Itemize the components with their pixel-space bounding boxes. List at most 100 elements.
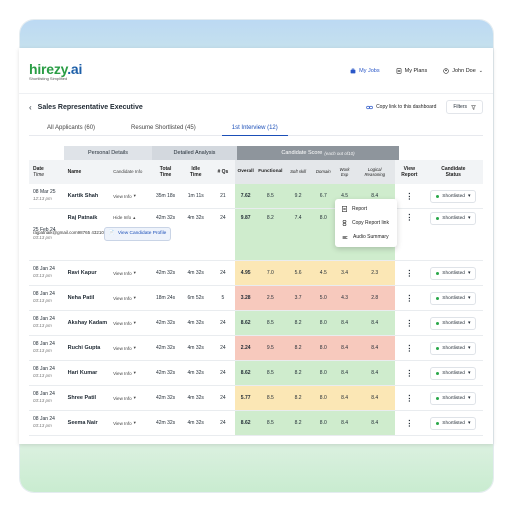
- nav-my-plans[interactable]: My Plans: [396, 68, 427, 74]
- candidate-contact-details: rajpatnaik@gmail.com 98765 43210 📄 View Can…: [33, 224, 172, 241]
- col-date[interactable]: Date Time: [33, 166, 45, 178]
- status-dropdown[interactable]: Shortlisted ▾: [430, 416, 477, 430]
- score-domain: 8.0: [311, 361, 335, 385]
- chevron-icon: ▾: [133, 320, 136, 325]
- candidate-info-toggle[interactable]: View Info ▾: [113, 295, 136, 301]
- question-count: 24: [220, 215, 226, 221]
- row-date: 08 Mar 25 12:13 pm: [33, 188, 56, 202]
- col-functional[interactable]: Functional: [256, 160, 285, 184]
- status-dropdown[interactable]: Shortlisted ▾: [430, 189, 477, 203]
- score-domain: 8.0: [311, 209, 335, 260]
- tab-all-applicants[interactable]: All Applicants (60): [47, 124, 96, 131]
- view-candidate-profile-button[interactable]: 📄 View Candidate Profile: [103, 227, 172, 241]
- col-candidate-info: Candidate Info: [113, 169, 143, 175]
- view-report-menu-button[interactable]: ⋮: [405, 191, 414, 201]
- total-time: 42m 32s: [155, 370, 176, 376]
- chevron-icon: ▾: [133, 395, 136, 400]
- chevron-icon: ▾: [133, 370, 136, 375]
- col-view-report: View Report: [401, 166, 418, 178]
- tab-resume-shortlisted[interactable]: Resume Shortlisted (45): [131, 124, 196, 131]
- candidate-info-toggle[interactable]: View Info ▾: [113, 420, 136, 426]
- candidate-info-toggle[interactable]: Hide Info ▴: [113, 215, 136, 220]
- status-dropdown[interactable]: Shortlisted ▾: [430, 266, 477, 280]
- group-score-label: Candidate Score: [281, 150, 323, 156]
- idle-time: 4m 32s: [187, 395, 204, 401]
- score-work: 8.4: [334, 411, 355, 435]
- col-logical-reasoning[interactable]: Logical Reasoning: [354, 160, 395, 184]
- filters-button[interactable]: Filters: [446, 100, 483, 114]
- status-dropdown[interactable]: Shortlisted ▾: [430, 316, 477, 330]
- col-work-exp[interactable]: Work Exp: [334, 160, 355, 184]
- view-report-menu-button[interactable]: ⋮: [405, 418, 414, 428]
- table-body: 08 Mar 25 12:13 pm Kartik Shah View Info ▾ 35…: [29, 184, 483, 436]
- user-name: John Doe: [452, 67, 476, 74]
- menu-item-copy-report-link[interactable]: Copy Report link: [335, 216, 397, 230]
- user-icon: [443, 67, 449, 74]
- candidate-info-toggle[interactable]: View Info ▾: [113, 193, 136, 199]
- copy-link-label: Copy link to this dashboard: [376, 104, 437, 110]
- menu-item-report[interactable]: Report: [335, 202, 397, 216]
- candidate-info-toggle[interactable]: View Info ▾: [113, 395, 136, 401]
- idle-time: 4m 32s: [187, 320, 204, 326]
- col-overall[interactable]: Overall: [234, 160, 257, 184]
- candidate-info-toggle[interactable]: View Info ▾: [113, 320, 136, 326]
- candidates-table: Personal Details Detailed Analysis Candi…: [29, 146, 483, 436]
- menu-item-audio-summary[interactable]: Audio Summary: [335, 230, 397, 244]
- nav-my-jobs[interactable]: My Jobs: [350, 68, 380, 74]
- status-dropdown[interactable]: Shortlisted ▾: [430, 391, 477, 405]
- candidate-email[interactable]: rajpatnaik@gmail.com: [33, 229, 78, 235]
- status-dropdown[interactable]: Shortlisted ▾: [430, 212, 477, 225]
- chevron-down-icon: ▾: [467, 370, 471, 376]
- score-overall: 4.95: [234, 261, 257, 285]
- candidate-name: Neha Patil: [67, 295, 95, 301]
- logo[interactable]: hirezy.ai Shortlisting Simplified: [29, 61, 82, 81]
- status-dropdown[interactable]: Shortlisted ▾: [430, 341, 477, 355]
- user-menu[interactable]: John Doe ⌄: [443, 68, 483, 74]
- status-dropdown[interactable]: Shortlisted ▾: [430, 366, 477, 380]
- candidate-info-toggle[interactable]: View Info ▾: [113, 370, 136, 376]
- row-date: 08 Jan 24 03:13 pm: [33, 415, 55, 429]
- view-report-menu-button[interactable]: ⋮: [405, 213, 414, 222]
- view-report-menu-button[interactable]: ⋮: [405, 268, 414, 278]
- view-report-menu-button[interactable]: ⋮: [405, 368, 414, 378]
- status-cell: Shortlisted ▾: [424, 261, 483, 285]
- document-icon: 📄: [108, 231, 115, 236]
- status-cell: Shortlisted ▾: [424, 386, 483, 410]
- col-soft-skill[interactable]: Soft skill: [284, 160, 312, 184]
- status-dot-icon: [436, 371, 440, 375]
- col-name[interactable]: Name: [67, 169, 82, 175]
- idle-time: 4m 32s: [187, 420, 204, 426]
- score-domain: 8.0: [311, 311, 335, 335]
- tab-first-interview[interactable]: 1st Interview (12): [214, 120, 296, 136]
- score-overall: 3.28: [234, 286, 257, 310]
- back-arrow-icon[interactable]: ‹: [29, 102, 32, 112]
- chevron-down-icon: ▾: [467, 216, 471, 221]
- score-domain: 8.0: [311, 411, 335, 435]
- col-domain[interactable]: Domain: [311, 160, 335, 184]
- candidate-phone[interactable]: 98765 43210: [77, 229, 104, 235]
- view-report-menu-button[interactable]: ⋮: [405, 343, 414, 353]
- idle-time: 6m 52s: [187, 295, 204, 301]
- question-count: 24: [220, 420, 226, 426]
- briefcase-icon: [350, 68, 356, 73]
- score-logic: 8.4: [354, 336, 395, 360]
- view-report-menu-button[interactable]: ⋮: [405, 293, 414, 303]
- candidate-info-toggle[interactable]: View Info ▾: [113, 270, 136, 276]
- score-overall: 8.62: [234, 311, 257, 335]
- total-time: 42m 32s: [155, 345, 176, 351]
- group-score-note: (each out of10): [324, 150, 355, 156]
- total-time: 42m 32s: [155, 215, 176, 221]
- col-idle-time[interactable]: Idle Time: [189, 166, 202, 178]
- chevron-down-icon: ▾: [467, 270, 471, 276]
- status-dropdown[interactable]: Shortlisted ▾: [430, 291, 477, 305]
- col-qs[interactable]: # Qs: [217, 169, 229, 175]
- view-report-menu-button[interactable]: ⋮: [405, 393, 414, 403]
- score-functional: 8.5: [256, 386, 285, 410]
- candidate-info-toggle[interactable]: View Info ▾: [113, 345, 136, 351]
- col-total-time[interactable]: Total Time: [159, 166, 172, 178]
- copy-link-button[interactable]: Copy link to this dashboard: [366, 104, 436, 110]
- row-date: 08 Jan 24 03:13 pm: [33, 365, 55, 379]
- view-report-menu-button[interactable]: ⋮: [405, 318, 414, 328]
- link-icon: [366, 105, 373, 109]
- candidate-name: Seema Nair: [67, 420, 98, 426]
